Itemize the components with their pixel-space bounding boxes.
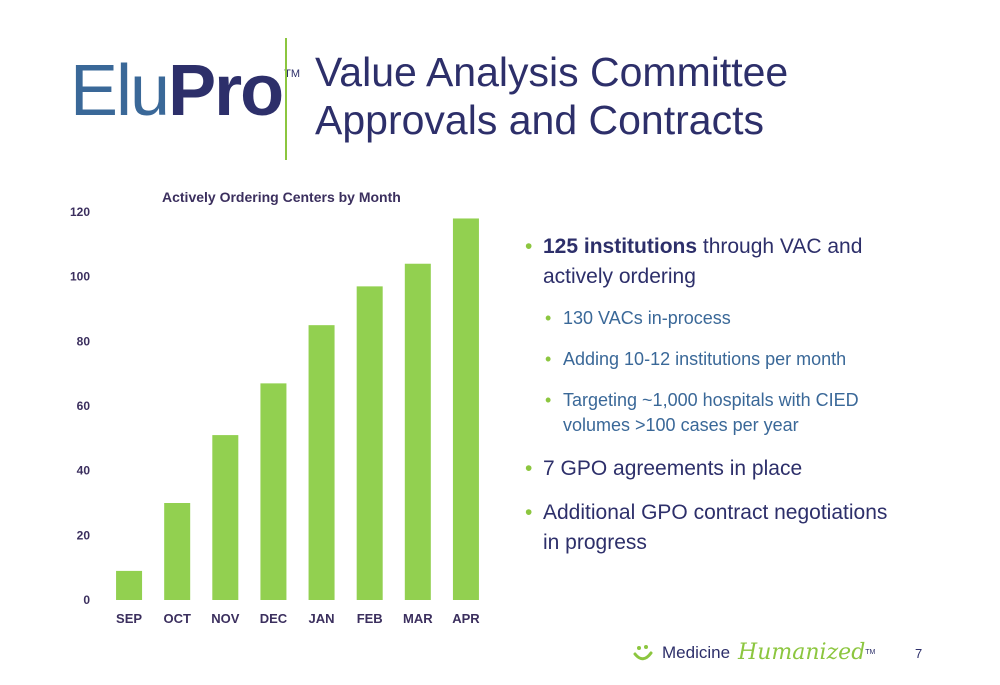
y-tick-label: 20 bbox=[77, 528, 91, 542]
subbullet-targeting-text: Targeting ~1,000 hospitals with CIED vol… bbox=[563, 390, 859, 435]
y-tick-label: 60 bbox=[77, 399, 91, 413]
y-tick-label: 0 bbox=[83, 593, 90, 607]
y-tick-label: 100 bbox=[70, 270, 90, 284]
subbullet-vacs-text: 130 VACs in-process bbox=[563, 308, 731, 328]
header-divider bbox=[285, 38, 287, 160]
footer-trademark: TM bbox=[865, 649, 876, 656]
y-tick-label: 40 bbox=[77, 464, 91, 478]
footer-medicine: Medicine bbox=[662, 642, 731, 662]
x-tick-label: OCT bbox=[163, 611, 191, 626]
slide-title-line1: Value Analysis Committee bbox=[315, 49, 789, 95]
bar-sep bbox=[116, 570, 143, 600]
y-tick-label: 120 bbox=[70, 205, 90, 219]
bar-mar bbox=[404, 263, 431, 600]
x-tick-label: FEB bbox=[357, 611, 383, 626]
x-tick-label: DEC bbox=[260, 611, 288, 626]
logo-part-pro: Pro bbox=[168, 51, 284, 131]
logo-part-elu: Elu bbox=[70, 51, 170, 131]
bar-nov bbox=[212, 435, 239, 600]
subbullet-vacs: • 130 VACs in-process bbox=[545, 306, 905, 331]
bar-apr bbox=[452, 218, 479, 600]
bullet-gpo-negotiations-text: Additional GPO contract negotiations in … bbox=[543, 501, 888, 554]
subbullet-adding-text: Adding 10-12 institutions per month bbox=[563, 349, 847, 369]
bullet-institutions-bold: 125 institutions bbox=[543, 235, 698, 258]
bar-jan bbox=[308, 325, 335, 600]
x-tick-label: SEP bbox=[116, 611, 142, 626]
slide-title-line2: Approvals and Contracts bbox=[315, 97, 764, 143]
bullet-dot: • bbox=[545, 308, 552, 328]
x-tick-label: NOV bbox=[211, 611, 240, 626]
elupro-logo: EluPro TM bbox=[70, 50, 300, 132]
smile-icon bbox=[633, 644, 653, 660]
bullet-gpo-agreements-text: 7 GPO agreements in place bbox=[543, 457, 803, 480]
bullet-dot: • bbox=[525, 501, 533, 524]
bullet-dot: • bbox=[545, 390, 552, 410]
chart-title: Actively Ordering Centers by Month bbox=[162, 189, 401, 205]
page-number: 7 bbox=[915, 646, 923, 661]
x-tick-label: MAR bbox=[403, 611, 433, 626]
bullet-gpo-negotiations: • Additional GPO contract negotiations i… bbox=[525, 498, 905, 558]
footer-humanized: Humanized bbox=[738, 640, 866, 665]
bullet-gpo-agreements: • 7 GPO agreements in place bbox=[525, 454, 905, 484]
bar-chart: 0 20 40 60 80 100 120 SEP OCT NOV DEC JAN FEB MAR APR bbox=[70, 205, 480, 626]
bullet-dot: • bbox=[545, 349, 552, 369]
bullet-institutions-text: through VAC and actively ordering bbox=[543, 235, 863, 288]
logo-trademark: TM bbox=[284, 68, 300, 80]
footer-brand: Medicine Humanized TM bbox=[632, 640, 875, 665]
slide-title: Value Analysis Committee Approvals and C… bbox=[315, 48, 788, 144]
bullet-dot: • bbox=[525, 235, 533, 258]
bullet-list: • 125 institutions through VAC and activ… bbox=[525, 232, 905, 572]
bullet-dot: • bbox=[525, 457, 533, 480]
bar-dec bbox=[260, 383, 287, 600]
subbullet-adding: • Adding 10-12 institutions per month bbox=[545, 347, 905, 372]
x-tick-label: JAN bbox=[309, 611, 335, 626]
bar-oct bbox=[164, 503, 191, 600]
x-tick-label: APR bbox=[452, 611, 480, 626]
bar-feb bbox=[356, 286, 383, 600]
bullet-institutions: • 125 institutions through VAC and activ… bbox=[525, 232, 905, 292]
y-tick-label: 80 bbox=[77, 334, 91, 348]
subbullet-targeting: • Targeting ~1,000 hospitals with CIED v… bbox=[545, 388, 905, 438]
